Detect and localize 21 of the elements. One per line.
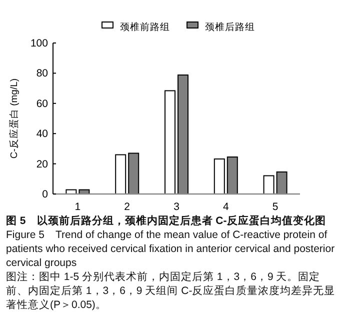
text: Figure 5 Trend of change of the mean value of C-reactive protein of patients who received cervical fixation in anterior cervical and posterior cervical groups (6, 228, 336, 270)
bar (164, 90, 176, 194)
y-tick-label: 60 (36, 98, 48, 110)
y-tick-label: 40 (36, 128, 48, 140)
y-tick-label: 20 (36, 158, 48, 170)
legend-label: 颈椎后路组 (205, 21, 255, 33)
x-tick-label: 1 (74, 201, 81, 213)
text: 图注：图中 1-5 分别代表术前，内固定后第 1，3，6，9 天。固定前、内固定后第 1，3，6，9 天组间 C-反应蛋白质量浓度均差异无显著性意义(P＞0.05)。 (6, 270, 336, 312)
text: 图 5 以颈前后路分组，颈椎内固定后患者 C-反应蛋白均值变化图 (6, 214, 327, 228)
bar (115, 154, 126, 194)
y-axis-title: C-反应蛋白 (mg/L) (8, 78, 20, 159)
y-tick-label: 80 (36, 68, 48, 80)
y-tick-label: 100 (30, 38, 48, 50)
bar (263, 175, 274, 194)
y-tick-label: 0 (42, 188, 48, 200)
x-tick-label: 4 (222, 201, 229, 213)
legend-label: 颈椎前路组 (120, 21, 170, 33)
bar (214, 158, 225, 194)
x-tick-label: 3 (174, 201, 180, 213)
x-tick-label: 5 (272, 201, 278, 213)
x-tick-label: 2 (124, 201, 130, 213)
